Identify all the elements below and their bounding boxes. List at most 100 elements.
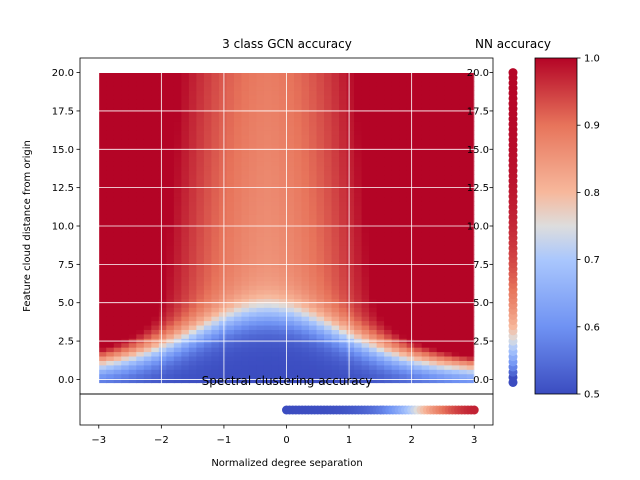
heatmap-cell [278,293,288,299]
heatmap-cell [384,307,393,313]
heatmap-cell [399,138,408,145]
heatmap-cell [241,227,250,233]
heatmap-cell [278,364,288,370]
heatmap-cell [113,347,122,353]
heatmap-cell [241,329,250,335]
heatmap-cell [384,72,393,78]
heatmap-cell [196,355,205,361]
heatmap-cell [376,99,385,105]
colorbar: 0.50.60.70.80.91.0 [534,54,600,401]
heatmap-cell [466,231,475,237]
heatmap-cell [218,258,228,264]
heatmap-cell [421,311,430,317]
heatmap-cell [331,254,340,260]
heatmap-cell [151,174,160,180]
heatmap-cell [391,360,400,366]
heatmap-cell [128,262,137,268]
heatmap-cell [421,236,430,242]
heatmap-cell [166,152,175,158]
heatmap-cell [181,152,190,158]
heatmap-cell [436,280,445,286]
heatmap-cell [316,267,325,273]
heatmap-cell [226,156,235,162]
heatmap-cell [354,240,363,246]
heatmap-cell [459,351,468,357]
heatmap-cell [241,107,250,114]
heatmap-cell [196,99,205,105]
heatmap-cell [294,333,303,339]
nn-point [508,68,518,78]
heatmap-cell [459,107,468,114]
heatmap-cell [361,231,370,237]
heatmap-cell [233,324,243,330]
heatmap-cell [181,307,190,313]
heatmap-cell [173,103,182,109]
heatmap-cell [158,85,167,91]
heatmap-cell [376,183,385,189]
heatmap-cell [369,85,378,91]
heatmap-cell [339,94,348,100]
heatmap-cell [406,99,415,105]
heatmap-cell [376,169,385,176]
heatmap-cell [248,267,258,273]
heatmap-cell [324,285,333,291]
heatmap-cell [241,99,250,105]
heatmap-cell [459,174,468,180]
heatmap-cell [414,276,423,282]
heatmap-cell [286,320,295,326]
heatmap-cell [361,347,370,353]
heatmap-cell [361,94,370,100]
heatmap-cell [399,249,408,255]
heatmap-cell [248,254,258,260]
heatmap-cell [106,85,115,91]
heatmap-cell [369,138,378,145]
heatmap-cell [361,99,370,105]
heatmap-cell [421,81,430,87]
heatmap-cell [309,258,318,264]
heatmap-cell [256,99,265,105]
heatmap-cell [151,138,160,145]
heatmap-cell [203,138,213,145]
heatmap-cell [444,103,453,109]
heatmap-cell [188,280,197,286]
heatmap-cell [301,218,310,224]
heatmap-cell [331,258,340,264]
heatmap-cell [444,342,453,348]
heatmap-cell [278,161,288,167]
heatmap-cell [226,134,235,140]
heatmap-cell [309,333,318,339]
heatmap-cell [286,85,295,91]
heatmap-cell [233,107,243,114]
heatmap-cell [354,200,363,206]
heatmap-cell [143,262,152,268]
heatmap-cell [181,276,190,282]
heatmap-cell [466,276,475,282]
heatmap-cell [121,311,130,317]
heatmap-cell [203,143,213,149]
heatmap-cell [391,320,400,326]
heatmap-cell [151,107,160,114]
heatmap-cell [459,161,468,167]
heatmap-cell [248,218,258,224]
heatmap-cell [451,134,460,140]
heatmap-cell [361,342,370,348]
heatmap-cell [339,156,348,162]
heatmap-cell [436,258,445,264]
heatmap-cell [339,311,348,317]
heatmap-cell [294,267,303,273]
heatmap-cell [331,351,340,357]
heatmap-cell [158,143,167,149]
heatmap-cell [166,130,175,136]
heatmap-cell [294,249,303,255]
heatmap-cell [444,293,453,299]
heatmap-cell [384,364,393,370]
heatmap-cell [316,351,325,357]
heatmap-cell [406,285,415,291]
heatmap-cell [136,196,145,202]
heatmap-cell [346,125,355,131]
heatmap-cell [241,360,250,366]
heatmap-cell [391,169,400,176]
heatmap-cell [384,134,393,140]
heatmap-cell [113,378,122,384]
heatmap-cell [459,81,468,87]
